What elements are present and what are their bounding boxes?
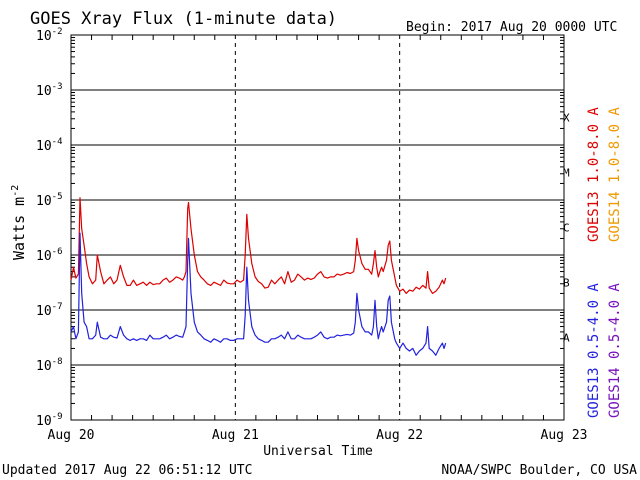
legend: GOES13 1.0-8.0 A GOES14 1.0-8.0 A GOES13 0… (586, 107, 623, 418)
x-axis-tick-labels: Aug 20 Aug 21 Aug 22 Aug 23 (48, 428, 588, 443)
legend-entry: GOES13 1.0-8.0 A (586, 107, 602, 242)
x-axis-title: Universal Time (263, 444, 373, 459)
legend-entry: GOES13 0.5-4.0 A (586, 283, 602, 418)
y-tick-base: 10 (36, 304, 52, 319)
y-tick-label: 10-9 (36, 412, 63, 429)
y-tick-label: 10-5 (36, 192, 63, 209)
y-axis-title-exponent: -2 (10, 185, 21, 197)
plot-frame (70, 34, 565, 421)
y-tick-exponent: -4 (52, 137, 63, 147)
y-axis-tick-labels: 10-910-810-710-610-510-410-310-2 (36, 27, 63, 429)
legend-entry: GOES14 1.0-8.0 A (607, 107, 623, 242)
chart-title: GOES Xray Flux (1-minute data) (30, 9, 337, 29)
begin-label: Begin: 2017 Aug 20 0000 UTC (406, 20, 617, 35)
y-tick-exponent: -5 (52, 192, 63, 202)
flare-class-labels: A B C M X (563, 112, 570, 345)
series-layer (70, 197, 447, 356)
flare-class-label: C (563, 222, 570, 235)
legend-entry: GOES14 0.5-4.0 A (607, 283, 623, 418)
y-axis-title-text: Watts m (10, 197, 28, 260)
y-tick-exponent: -9 (52, 412, 63, 422)
y-tick-label: 10-7 (36, 302, 63, 319)
y-tick-exponent: -8 (52, 357, 63, 367)
y-tick-label: 10-6 (36, 247, 63, 264)
y-tick-base: 10 (36, 249, 52, 264)
x-tick-label: Aug 22 (376, 428, 423, 443)
series-line-goes13-1-0-8-0-a (70, 197, 447, 294)
y-tick-label: 10-8 (36, 357, 63, 374)
x-tick-label: Aug 23 (541, 428, 588, 443)
y-tick-base: 10 (36, 84, 52, 99)
flare-class-label: A (563, 332, 570, 345)
y-tick-base: 10 (36, 194, 52, 209)
y-tick-base: 10 (36, 414, 52, 429)
x-tick-label: Aug 20 (48, 428, 95, 443)
y-axis-title: Watts m-2 (10, 185, 28, 260)
credit-text: NOAA/SWPC Boulder, CO USA (441, 463, 637, 478)
flare-class-label: M (563, 167, 570, 180)
updated-text: Updated 2017 Aug 22 06:51:12 UTC (2, 463, 252, 478)
y-tick-exponent: -2 (52, 27, 63, 37)
plot-grid (71, 35, 564, 420)
x-tick-label: Aug 21 (212, 428, 259, 443)
y-tick-base: 10 (36, 359, 52, 374)
flare-class-label: X (563, 112, 570, 125)
y-tick-exponent: -7 (52, 302, 63, 312)
y-tick-base: 10 (36, 139, 52, 154)
series-line-goes13-0-5-4-0-a (70, 232, 447, 356)
y-tick-base: 10 (36, 29, 52, 44)
y-tick-exponent: -6 (52, 247, 63, 257)
y-tick-exponent: -3 (52, 82, 63, 92)
y-tick-label: 10-4 (36, 137, 63, 154)
svg-text:Watts m-2: Watts m-2 (10, 185, 28, 260)
y-tick-label: 10-3 (36, 82, 63, 99)
flare-class-label: B (563, 277, 570, 290)
y-tick-label: 10-2 (36, 27, 63, 44)
